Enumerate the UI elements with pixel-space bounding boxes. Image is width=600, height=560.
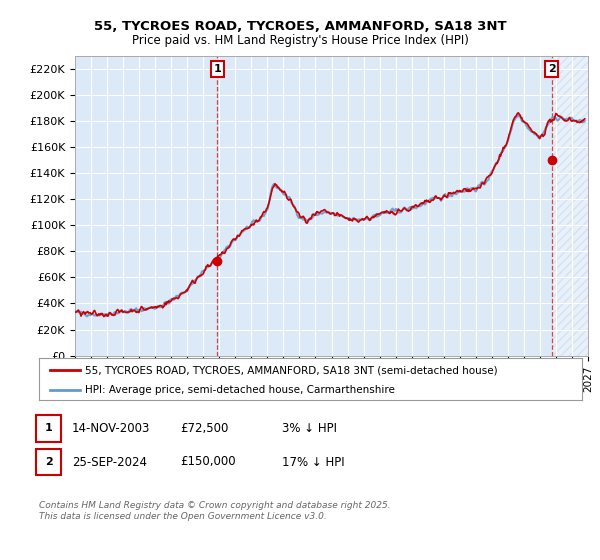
Text: Contains HM Land Registry data © Crown copyright and database right 2025.
This d: Contains HM Land Registry data © Crown c… (39, 501, 391, 521)
Text: 17% ↓ HPI: 17% ↓ HPI (282, 455, 344, 469)
Text: 55, TYCROES ROAD, TYCROES, AMMANFORD, SA18 3NT: 55, TYCROES ROAD, TYCROES, AMMANFORD, SA… (94, 20, 506, 32)
Text: £72,500: £72,500 (180, 422, 229, 435)
Text: 14-NOV-2003: 14-NOV-2003 (72, 422, 151, 435)
Text: HPI: Average price, semi-detached house, Carmarthenshire: HPI: Average price, semi-detached house,… (85, 385, 395, 395)
Text: 2: 2 (548, 64, 556, 74)
Text: 2: 2 (45, 457, 52, 467)
Text: 1: 1 (214, 64, 221, 74)
Text: Price paid vs. HM Land Registry's House Price Index (HPI): Price paid vs. HM Land Registry's House … (131, 34, 469, 46)
Text: 55, TYCROES ROAD, TYCROES, AMMANFORD, SA18 3NT (semi-detached house): 55, TYCROES ROAD, TYCROES, AMMANFORD, SA… (85, 365, 498, 375)
Text: 25-SEP-2024: 25-SEP-2024 (72, 455, 147, 469)
Text: 3% ↓ HPI: 3% ↓ HPI (282, 422, 337, 435)
Bar (551, 56, 588, 356)
Text: £150,000: £150,000 (180, 455, 236, 469)
Text: 1: 1 (45, 423, 52, 433)
